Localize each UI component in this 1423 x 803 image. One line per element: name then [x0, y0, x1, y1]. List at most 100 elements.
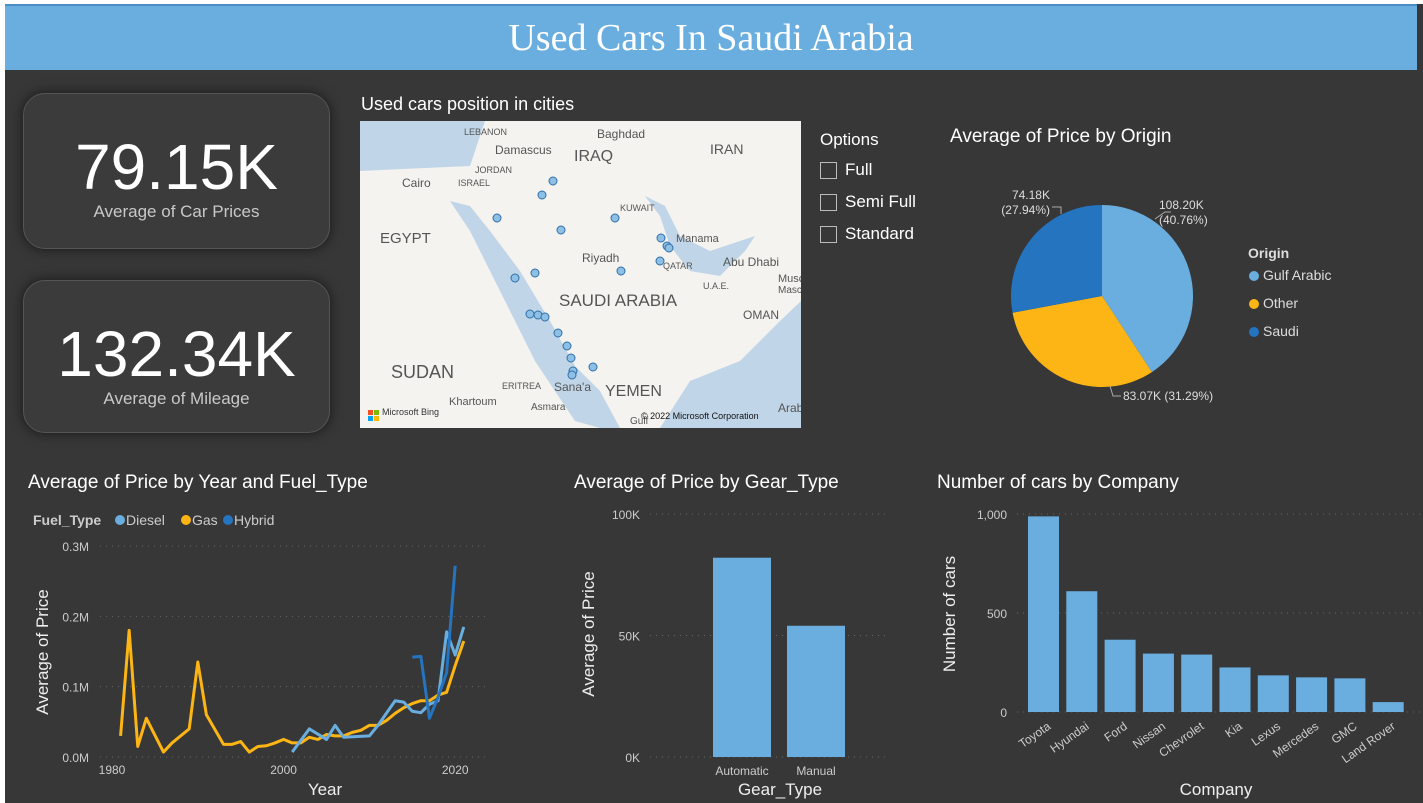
persian-gulf [645, 196, 755, 276]
map-point [525, 309, 535, 319]
y-tick-label: 0.2M [62, 610, 89, 624]
options-title: Options [820, 130, 879, 149]
map-point [664, 243, 674, 253]
map-label: Asmara [531, 402, 566, 413]
legend-item: Gas [192, 512, 218, 528]
line-chart[interactable]: 0.0M 0.1M 0.2M 0.3M 1980 2000 2020 Year Average … [5, 499, 485, 803]
x-tick-label: Manual [796, 764, 835, 778]
legend-marker [1249, 271, 1259, 281]
leader-line [1052, 206, 1062, 214]
map-svg[interactable]: LEBANON Damascus Baghdad IRAQ IRAN JORDAN ISRA… [360, 121, 801, 428]
checkbox[interactable] [820, 161, 837, 179]
pie-data-label: (27.94%) [1001, 203, 1050, 217]
dashboard-canvas: Used Cars In Saudi Arabia 79.15K Average… [5, 4, 1423, 803]
company-chart-title: Number of cars by Company [937, 472, 1179, 493]
map-label: ERITREA [502, 381, 541, 391]
map-label: Damascus [495, 143, 552, 157]
pie-slice-gulf-arabic [1102, 205, 1193, 373]
gear-chart-title: Average of Price by Gear_Type [574, 472, 839, 493]
bar-automatic [713, 557, 771, 757]
legend-title: Fuel_Type [33, 512, 101, 528]
line-series-hybrid [412, 565, 457, 720]
map-point [655, 256, 665, 266]
bar-gmc [1334, 678, 1366, 712]
line-series-gas [119, 628, 466, 754]
option-label: Full [845, 160, 873, 179]
option-full[interactable]: Full [820, 160, 872, 180]
map-label: OMAN [743, 308, 779, 322]
bar-land-rover [1372, 702, 1404, 712]
checkbox[interactable] [820, 193, 837, 211]
map-point [548, 176, 558, 186]
line-chart-title: Average of Price by Year and Fuel_Type [28, 472, 368, 493]
map-visual[interactable]: LEBANON Damascus Baghdad IRAQ IRAN JORDAN ISRA… [360, 121, 801, 428]
pie-slice-other [1012, 296, 1152, 387]
legend-marker [223, 515, 233, 525]
x-axis-title: Year [308, 780, 343, 799]
option-semi-full[interactable]: Semi Full [820, 192, 916, 212]
kpi-label: Average of Car Prices [93, 202, 260, 221]
map-label: QATAR [663, 261, 693, 271]
map-label: Manama [676, 233, 720, 245]
y-tick-label: 0 [1000, 706, 1007, 720]
map-label: SUDAN [391, 362, 454, 382]
y-tick-label: 0K [625, 751, 640, 765]
kpi-value: 79.15K [75, 131, 278, 203]
map-label: KUWAIT [620, 203, 655, 213]
y-axis-title: Number of cars [940, 556, 959, 672]
bar-lexus [1257, 675, 1289, 712]
map-point [567, 370, 577, 380]
x-tick-label: 1980 [99, 763, 126, 777]
map-label: Musc [778, 273, 801, 285]
mediterranean-sea [360, 121, 485, 171]
kpi-label: Average of Mileage [103, 389, 250, 408]
map-point [610, 213, 620, 223]
legend-marker [1249, 299, 1259, 309]
x-tick-label: 2000 [270, 763, 297, 777]
bar-manual [787, 625, 845, 757]
gear-bar-chart[interactable]: 0K 50K 100K Automatic Manual Gear_Type Average… [560, 499, 890, 803]
map-copyright: © 2022 Microsoft Corporation [641, 411, 759, 421]
x-tick-label: Hyundai [1047, 719, 1091, 756]
pie-slice-saudi [1011, 205, 1102, 313]
legend-item: Hybrid [234, 512, 274, 528]
map-point [556, 225, 566, 235]
map-point [510, 273, 520, 283]
pie-data-label: (40.76%) [1159, 213, 1208, 227]
map-title: Used cars position in cities [361, 94, 575, 114]
map-label: Riyadh [582, 251, 619, 265]
pie-data-label: 108.20K [1159, 198, 1204, 212]
pie-data-label: 83.07K (31.29%) [1123, 389, 1213, 403]
arabian-sea [660, 301, 801, 428]
pie-legend-item: Other [1263, 295, 1298, 311]
map-label: Baghdad [597, 127, 645, 141]
checkbox[interactable] [820, 225, 837, 243]
map-point [566, 353, 576, 363]
pie-legend-item: Gulf Arabic [1263, 267, 1331, 283]
map-point [616, 266, 626, 276]
map-label: IRAN [710, 141, 743, 157]
legend-marker [181, 515, 191, 525]
map-point [492, 213, 502, 223]
y-tick-label: 50K [619, 630, 640, 644]
pie-chart[interactable]: 108.20K(40.76%) 83.07K (31.29%) 74.18K(27.… [945, 164, 1415, 414]
dashboard-title: Used Cars In Saudi Arabia [5, 4, 1417, 70]
map-label: EGYPT [380, 230, 431, 247]
x-axis-title: Gear_Type [738, 780, 822, 799]
legend-marker [115, 515, 125, 525]
option-label: Semi Full [845, 192, 916, 211]
map-label: Gulf [630, 416, 649, 427]
x-tick-label: 2020 [442, 763, 469, 777]
x-tick-label: Ford [1102, 719, 1130, 745]
map-label: JORDAN [475, 165, 512, 175]
y-tick-label: 0.3M [62, 540, 89, 554]
kpi-value: 132.34K [57, 318, 296, 390]
bar-nissan [1142, 653, 1174, 712]
kpi-card-avg-price: 79.15K Average of Car Prices [23, 93, 330, 249]
map-label: Sana'a [554, 380, 591, 394]
pie-data-label: 74.18K [1012, 188, 1050, 202]
map-label: ISRAEL [458, 178, 490, 188]
option-standard[interactable]: Standard [820, 224, 914, 244]
x-tick-label: Kia [1222, 719, 1245, 741]
